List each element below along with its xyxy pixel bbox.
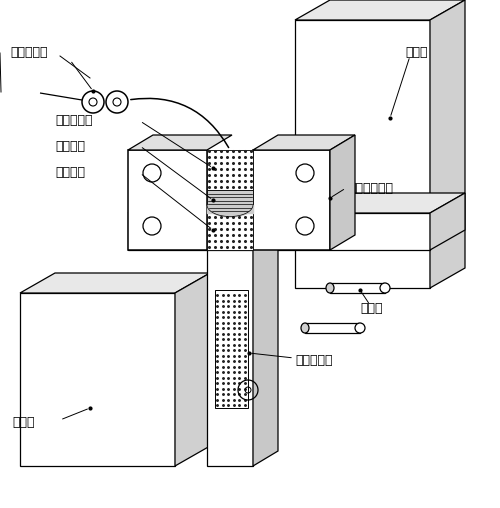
Ellipse shape — [301, 323, 309, 333]
FancyArrowPatch shape — [130, 99, 228, 148]
Polygon shape — [295, 0, 465, 20]
Ellipse shape — [355, 323, 365, 333]
Polygon shape — [128, 135, 232, 150]
Polygon shape — [207, 250, 253, 466]
Text: 溶融スラグ: 溶融スラグ — [55, 113, 92, 126]
Text: 冷却水: 冷却水 — [360, 302, 382, 314]
Polygon shape — [430, 193, 465, 250]
Text: 母材１: 母材１ — [405, 47, 427, 59]
Polygon shape — [295, 20, 430, 288]
Polygon shape — [128, 193, 465, 213]
Polygon shape — [253, 150, 330, 250]
Text: 溶融金属: 溶融金属 — [55, 140, 85, 152]
Polygon shape — [330, 283, 385, 293]
Polygon shape — [207, 150, 253, 190]
Polygon shape — [20, 273, 210, 293]
Polygon shape — [430, 0, 465, 288]
Polygon shape — [128, 150, 207, 250]
Polygon shape — [20, 293, 175, 466]
Text: 溶接ワイヤ: 溶接ワイヤ — [10, 47, 48, 59]
Ellipse shape — [380, 283, 390, 293]
Polygon shape — [305, 323, 360, 333]
Ellipse shape — [326, 283, 334, 293]
Text: 水冷銅当て金: 水冷銅当て金 — [348, 181, 393, 195]
Polygon shape — [215, 290, 248, 408]
Text: 溶接金属: 溶接金属 — [55, 167, 85, 179]
Polygon shape — [207, 190, 253, 213]
Polygon shape — [330, 135, 355, 250]
Polygon shape — [207, 213, 253, 250]
Text: 母材２: 母材２ — [12, 417, 34, 429]
Polygon shape — [253, 135, 355, 150]
Text: 溶接ビード: 溶接ビード — [295, 354, 333, 366]
Polygon shape — [175, 273, 210, 466]
Polygon shape — [128, 213, 430, 250]
Polygon shape — [253, 235, 278, 466]
